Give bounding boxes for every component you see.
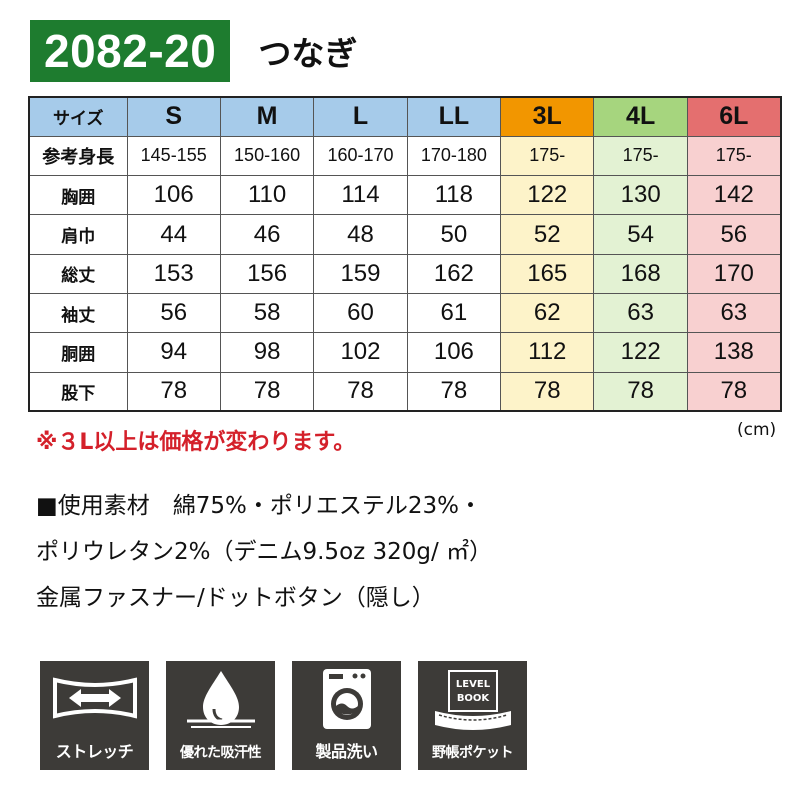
table-cell: 122 bbox=[593, 332, 688, 373]
feature-label: 野帳ポケット bbox=[432, 745, 514, 761]
size-ll: LL bbox=[406, 96, 502, 137]
table-cell: 112 bbox=[500, 332, 595, 373]
table-cell: 78 bbox=[500, 371, 595, 412]
row-label: 股下 bbox=[28, 371, 128, 412]
table-cell: 118 bbox=[406, 175, 502, 216]
table-cell: 78 bbox=[593, 371, 688, 412]
water-drop-icon bbox=[166, 661, 275, 735]
table-cell: 63 bbox=[593, 292, 688, 334]
table-cell: 153 bbox=[126, 253, 221, 294]
material-line-2: ポリウレタン2%（デニム9.5oz 320g/ ㎡） bbox=[36, 539, 493, 565]
size-header-row: サイズ S M L LL 3L 4L 6L bbox=[28, 96, 782, 137]
size-3l: 3L bbox=[500, 96, 595, 137]
table-cell: 122 bbox=[500, 175, 595, 216]
table-cell: 165 bbox=[500, 253, 595, 294]
table-cell: 175- bbox=[686, 135, 782, 177]
size-l: L bbox=[313, 96, 408, 137]
row-label: 胸囲 bbox=[28, 175, 128, 216]
feature-washed: 製品洗い bbox=[292, 661, 401, 770]
row-label: 胴囲 bbox=[28, 332, 128, 373]
table-cell: 44 bbox=[126, 214, 221, 255]
table-row: 胴囲 94 98 102 106 112 122 138 bbox=[28, 332, 782, 373]
feature-absorbency: 優れた吸汗性 bbox=[166, 661, 275, 770]
header-label: サイズ bbox=[28, 96, 128, 137]
table-cell: 78 bbox=[219, 371, 315, 412]
table-row: 総丈 153 156 159 162 165 168 170 bbox=[28, 253, 782, 294]
header: 2082-20 つなぎ bbox=[30, 20, 357, 82]
feature-label: ストレッチ bbox=[55, 742, 134, 761]
table-cell: 102 bbox=[313, 332, 408, 373]
row-label: 肩巾 bbox=[28, 214, 128, 255]
table-cell: 50 bbox=[406, 214, 502, 255]
table-cell: 98 bbox=[219, 332, 315, 373]
row-label: 袖丈 bbox=[28, 292, 128, 334]
table-cell: 160-170 bbox=[313, 135, 408, 177]
size-4l: 4L bbox=[593, 96, 688, 137]
table-cell: 52 bbox=[500, 214, 595, 255]
level-book-text-1: LEVEL bbox=[455, 679, 490, 690]
product-code: 2082-20 bbox=[30, 20, 231, 82]
table-cell: 106 bbox=[406, 332, 502, 373]
size-m: M bbox=[219, 96, 315, 137]
table-row: 袖丈 56 58 60 61 62 63 63 bbox=[28, 292, 782, 334]
table-cell: 170 bbox=[686, 253, 782, 294]
level-book-text-2: BOOK bbox=[456, 693, 490, 704]
table-cell: 60 bbox=[313, 292, 408, 334]
table-cell: 106 bbox=[126, 175, 221, 216]
table-cell: 78 bbox=[406, 371, 502, 412]
size-table: サイズ S M L LL 3L 4L 6L 参考身長 145-155 150-1… bbox=[28, 96, 782, 413]
table-row: 胸囲 106 110 114 118 122 130 142 bbox=[28, 175, 782, 216]
table-cell: 56 bbox=[126, 292, 221, 334]
price-note: ※３L以上は価格が変わります。 bbox=[36, 430, 356, 455]
feature-levelbook-pocket: LEVEL BOOK 野帳ポケット bbox=[418, 661, 527, 770]
table-cell: 110 bbox=[219, 175, 315, 216]
feature-stretch: ストレッチ bbox=[40, 661, 149, 770]
table-cell: 170-180 bbox=[406, 135, 502, 177]
table-cell: 142 bbox=[686, 175, 782, 216]
table-cell: 145-155 bbox=[126, 135, 221, 177]
material-section: ■使用素材 綿75%・ポリエステル23%・ ポリウレタン2%（デニム9.5oz … bbox=[36, 483, 492, 621]
table-cell: 78 bbox=[313, 371, 408, 412]
material-line-1: ■使用素材 綿75%・ポリエステル23%・ bbox=[36, 493, 482, 519]
row-label: 参考身長 bbox=[28, 135, 128, 177]
washing-machine-icon bbox=[292, 661, 401, 735]
table-cell: 114 bbox=[313, 175, 408, 216]
table-cell: 56 bbox=[686, 214, 782, 255]
size-6l: 6L bbox=[686, 96, 782, 137]
table-cell: 162 bbox=[406, 253, 502, 294]
table-cell: 62 bbox=[500, 292, 595, 334]
table-row: 股下 78 78 78 78 78 78 78 bbox=[28, 371, 782, 412]
table-row: 参考身長 145-155 150-160 160-170 170-180 175… bbox=[28, 135, 782, 177]
feature-label: 優れた吸汗性 bbox=[180, 745, 262, 761]
row-label: 総丈 bbox=[28, 253, 128, 294]
table-cell: 138 bbox=[686, 332, 782, 373]
size-s: S bbox=[126, 96, 221, 137]
table-cell: 61 bbox=[406, 292, 502, 334]
product-name: つなぎ bbox=[258, 34, 358, 73]
table-cell: 150-160 bbox=[219, 135, 315, 177]
table-cell: 130 bbox=[593, 175, 688, 216]
table-cell: 78 bbox=[126, 371, 221, 412]
feature-icons: ストレッチ 優れた吸汗性 製品洗い bbox=[40, 661, 527, 770]
table-cell: 54 bbox=[593, 214, 688, 255]
table-cell: 159 bbox=[313, 253, 408, 294]
feature-label: 製品洗い bbox=[315, 742, 378, 761]
level-book-icon: LEVEL BOOK bbox=[418, 661, 527, 735]
table-row: 肩巾 44 46 48 50 52 54 56 bbox=[28, 214, 782, 255]
table-cell: 175- bbox=[593, 135, 688, 177]
table-cell: 94 bbox=[126, 332, 221, 373]
table-cell: 48 bbox=[313, 214, 408, 255]
unit-label: (cm) bbox=[737, 420, 777, 440]
table-cell: 156 bbox=[219, 253, 315, 294]
table-cell: 78 bbox=[686, 371, 782, 412]
table-cell: 58 bbox=[219, 292, 315, 334]
table-cell: 168 bbox=[593, 253, 688, 294]
material-line-3: 金属ファスナー/ドットボタン（隠し） bbox=[36, 585, 435, 611]
table-cell: 175- bbox=[500, 135, 595, 177]
stretch-arrows-icon bbox=[40, 661, 149, 735]
table-cell: 46 bbox=[219, 214, 315, 255]
table-cell: 63 bbox=[686, 292, 782, 334]
